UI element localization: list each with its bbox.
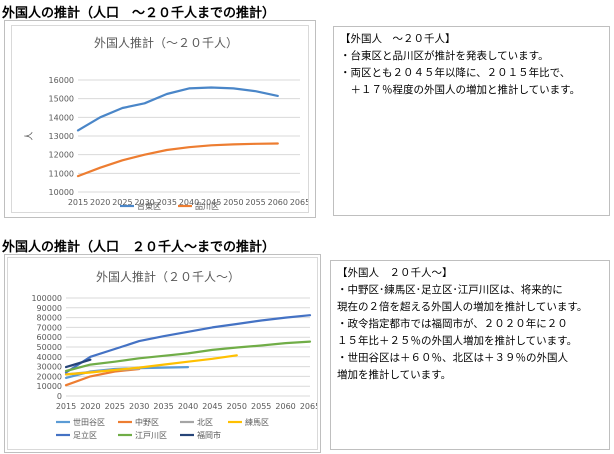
y-tick-label: 13000 [49, 132, 74, 141]
y-tick-label: 70000 [37, 323, 62, 332]
x-tick-label: 2035 [153, 402, 173, 411]
section1-note-title: 【外国人 ～２０千人】 [340, 33, 456, 45]
section2-note-line: ・中野区･練馬区･足立区･江戸川区は、将来的に [337, 284, 563, 296]
section2-note-line: ・政令指定都市では福岡市が、２０２０年に２０ [337, 318, 568, 330]
chart1-frame: 外国人推計（～２０千人） 10000 11000 12000 13000 14000 15… [4, 20, 316, 218]
y-tick-label: 20000 [37, 372, 62, 381]
x-tick-label: 2050 [227, 402, 247, 411]
legend-label: 福岡市 [197, 430, 221, 440]
chart1-area[interactable]: 外国人推計（～２０千人） 10000 11000 12000 13000 14000 15… [11, 25, 309, 213]
x-tick-label: 2040 [178, 402, 198, 411]
x-tick-label: 2055 [251, 402, 271, 411]
section1-note-line: ・両区とも２０４５年以降に、２０１５年比で、 [340, 67, 571, 79]
series-line-5 [64, 314, 312, 374]
chart2-title: 外国人推計（２０千人～） [96, 270, 241, 284]
section2-note-line: 増加を推計しています。 [337, 369, 452, 381]
section2-note-line: ・世田谷区は＋６０％、北区は＋３９％の外国人 [337, 352, 568, 364]
section2-note: 【外国人 ２０千人～】 ・中野区･練馬区･足立区･江戸川区は、将来的に 現在の２… [330, 260, 610, 450]
y-tick-label: 50000 [37, 343, 62, 352]
x-tick-label: 2045 [202, 402, 222, 411]
y-tick-label: 12000 [49, 151, 74, 160]
section2-note-line: １５年比＋２５％の外国人増加を推計しています。 [337, 335, 578, 347]
section2-heading: 外国人の推計（人口 ２０千人～までの推計） [2, 240, 276, 255]
y-tick-label: 16000 [49, 76, 74, 85]
chart2-svg: 0100002000030000400005000060000700008000… [31, 294, 317, 440]
x-tick-label: 2065 [300, 402, 317, 411]
legend-label: 江戸川区 [135, 431, 167, 440]
series-line-4 [64, 354, 238, 376]
x-tick-label: 2025 [105, 402, 125, 411]
y-axis-label: 人 [24, 131, 35, 140]
section1-note-line: ＋１７％程度の外国人の増加と推計しています。 [340, 84, 581, 96]
x-tick-label: 2020 [90, 198, 110, 207]
section1-note-line: ・台東区と品川区が推計を発表しています。 [340, 50, 549, 62]
series-line-2 [76, 142, 279, 178]
section1-heading: 外国人の推計（人口 ～２０千人までの推計） [2, 6, 276, 21]
chart1-title: 外国人推計（～２０千人） [94, 36, 239, 50]
y-tick-label: 10000 [49, 188, 74, 197]
series-line-7 [64, 358, 92, 369]
series-line-6 [64, 340, 312, 373]
legend-label: 北区 [197, 418, 213, 427]
section2-note-title: 【外国人 ２０千人～】 [337, 267, 453, 279]
y-tick-label: 10000 [37, 382, 62, 391]
x-tick-label: 2030 [134, 198, 154, 207]
y-tick-label: 30000 [37, 363, 62, 372]
y-tick-label: 60000 [37, 333, 62, 342]
x-tick-label: 2060 [275, 402, 295, 411]
y-tick-label: 0 [57, 392, 62, 401]
legend-label: 足立区 [73, 430, 97, 440]
x-tick-label: 2055 [245, 198, 265, 207]
chart2-area[interactable]: 外国人推計（２０千人～） 0 10000 20000 30000 40000 50000 6… [7, 257, 318, 450]
x-tick-label: 2050 [223, 198, 243, 207]
x-tick-label: 2020 [80, 402, 100, 411]
y-tick-label: 14000 [49, 113, 74, 122]
series-line-1 [76, 86, 279, 132]
x-tick-label: 2015 [68, 198, 88, 207]
section2-note-line: 現在の２倍を超える外国人の増加を推計しています。 [337, 301, 588, 313]
y-tick-label: 80000 [37, 314, 62, 323]
y-tick-label: 11000 [49, 169, 74, 178]
legend-label: 練馬区 [245, 417, 269, 427]
x-tick-label: 2015 [56, 402, 76, 411]
x-tick-label: 2060 [268, 198, 288, 207]
x-tick-label: 2035 [157, 198, 177, 207]
x-tick-label: 2065 [290, 198, 308, 207]
y-tick-label: 100000 [31, 294, 62, 303]
x-tick-label: 2030 [129, 402, 149, 411]
y-tick-label: 15000 [49, 95, 74, 104]
section1-note: 【外国人 ～２０千人】 ・台東区と品川区が推計を発表しています。 ・両区とも２０… [333, 26, 610, 216]
legend-label: 品川区 [195, 202, 219, 211]
x-tick-label: 2045 [201, 198, 221, 207]
y-tick-label: 90000 [37, 304, 62, 313]
legend-label: 中野区 [135, 417, 159, 427]
chart2-frame: 外国人推計（２０千人～） 0 10000 20000 30000 40000 50000 6… [4, 254, 321, 453]
x-tick-label: 2025 [112, 198, 132, 207]
x-tick-label: 2040 [179, 198, 199, 207]
legend-label: 台東区 [137, 201, 161, 211]
y-tick-label: 40000 [37, 353, 62, 362]
legend-label: 世田谷区 [73, 417, 105, 427]
